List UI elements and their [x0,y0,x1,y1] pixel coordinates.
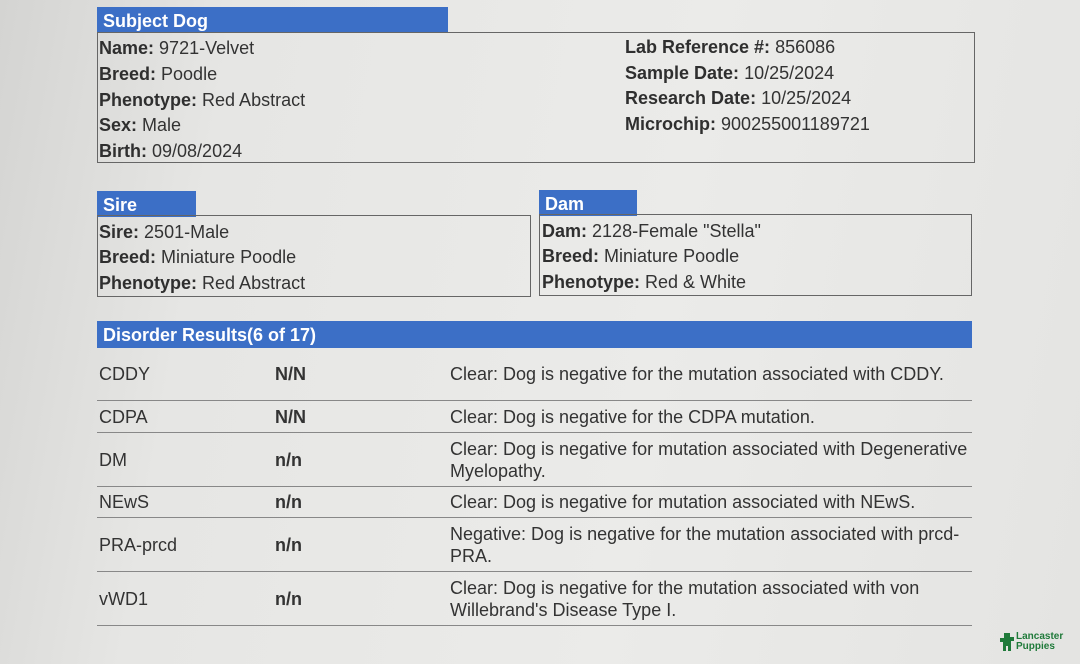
field-label: Microchip: [625,114,717,134]
field-label: Breed: [99,64,157,84]
subject-lab-field: Research Date: 10/25/2024 [625,87,851,109]
sire-box [97,215,531,297]
disorder-row: DM n/n Clear: Dog is negative for mutation… [97,433,972,487]
field-label: Dam: [542,221,588,241]
disorder-result: Clear: Dog is negative for the mutation … [450,364,944,384]
subject-field: Breed: Poodle [99,63,217,85]
disorder-name: NEwS [99,492,150,512]
field-value: Red Abstract [202,273,306,293]
dam-header: Dam [539,190,637,216]
field-label: Phenotype: [99,273,198,293]
field-label: Research Date: [625,88,757,108]
field-label: Phenotype: [99,90,198,110]
sire-field: Breed: Miniature Poodle [99,246,296,268]
disorder-result: Clear: Dog is negative for the CDPA muta… [450,406,815,427]
subject-field: Sex: Male [99,114,181,136]
disorder-genotype: N/N [275,406,306,427]
field-value: 9721-Velvet [159,38,255,58]
dam-field: Dam: 2128-Female "Stella" [542,220,761,242]
disorder-result: Negative: Dog is negative for the mutati… [450,523,960,566]
subject-field: Birth: 09/08/2024 [99,140,242,162]
disorder-results-header: Disorder Results(6 of 17) [97,321,972,348]
field-value: 10/25/2024 [744,63,835,83]
subject-dog-header: Subject Dog [97,7,448,33]
subject-field: Name: 9721-Velvet [99,37,254,59]
field-value: Red Abstract [202,90,306,110]
sire-field: Sire: 2501-Male [99,221,229,243]
field-value: 856086 [775,37,836,57]
disorder-genotype: N/N [275,364,306,384]
field-label: Breed: [542,246,600,266]
sire-field: Phenotype: Red Abstract [99,272,305,294]
disorder-row: CDPA N/N Clear: Dog is negative for the CD… [97,401,972,433]
dam-field: Phenotype: Red & White [542,271,746,293]
field-value: 900255001189721 [721,114,870,134]
subject-lab-field: Sample Date: 10/25/2024 [625,62,834,84]
subject-lab-field: Lab Reference #: 856086 [625,36,835,58]
field-value: Poodle [161,64,218,84]
field-label: Lab Reference #: [625,37,771,57]
field-label: Phenotype: [542,272,641,292]
dam-field: Breed: Miniature Poodle [542,245,739,267]
subject-dog-box [97,32,975,163]
disorder-name: PRA-prcd [99,534,178,555]
field-label: Sex: [99,115,138,135]
disorder-genotype: n/n [275,492,302,512]
logo-line1: Lancaster [1016,631,1064,642]
field-label: Sample Date: [625,63,740,83]
field-value: 09/08/2024 [152,141,243,161]
field-value: 2501-Male [144,222,230,242]
disorder-row: PRA-prcd n/n Negative: Dog is negative for… [97,518,972,572]
subject-lab-field: Microchip: 900255001189721 [625,113,870,135]
disorder-name: CDPA [99,406,148,427]
field-label: Name: [99,38,155,58]
disorder-genotype: n/n [275,588,302,609]
disorder-result: Clear: Dog is negative for mutation asso… [450,438,968,481]
logo-line2: Puppies [1016,641,1055,652]
field-value: 10/25/2024 [761,88,852,108]
field-value: Miniature Poodle [161,247,297,267]
lancaster-puppies-logo: Lancaster Puppies [1000,632,1063,652]
dog-icon [1000,633,1014,651]
subject-field: Phenotype: Red Abstract [99,89,305,111]
field-label: Birth: [99,141,147,161]
sire-header: Sire [97,191,196,217]
field-value: Male [142,115,182,135]
disorder-name: DM [99,449,127,470]
disorder-result: Clear: Dog is negative for mutation asso… [450,492,916,512]
field-value: 2128-Female "Stella" [592,221,761,241]
dam-box [539,214,972,296]
disorder-name: vWD1 [99,588,148,609]
field-value: Red & White [645,272,747,292]
disorder-genotype: n/n [275,449,302,470]
field-label: Sire: [99,222,140,242]
disorder-name: CDDY [99,364,151,384]
disorder-row: CDDY N/N Clear: Dog is negative for the mu… [97,348,972,401]
disorder-row: vWD1 n/n Clear: Dog is negative for the mu… [97,572,972,626]
field-label: Breed: [99,247,157,267]
disorder-result: Clear: Dog is negative for the mutation … [450,577,920,620]
field-value: Miniature Poodle [604,246,740,266]
disorder-row: NEwS n/n Clear: Dog is negative for mutati… [97,487,972,518]
disorder-genotype: n/n [275,534,302,555]
